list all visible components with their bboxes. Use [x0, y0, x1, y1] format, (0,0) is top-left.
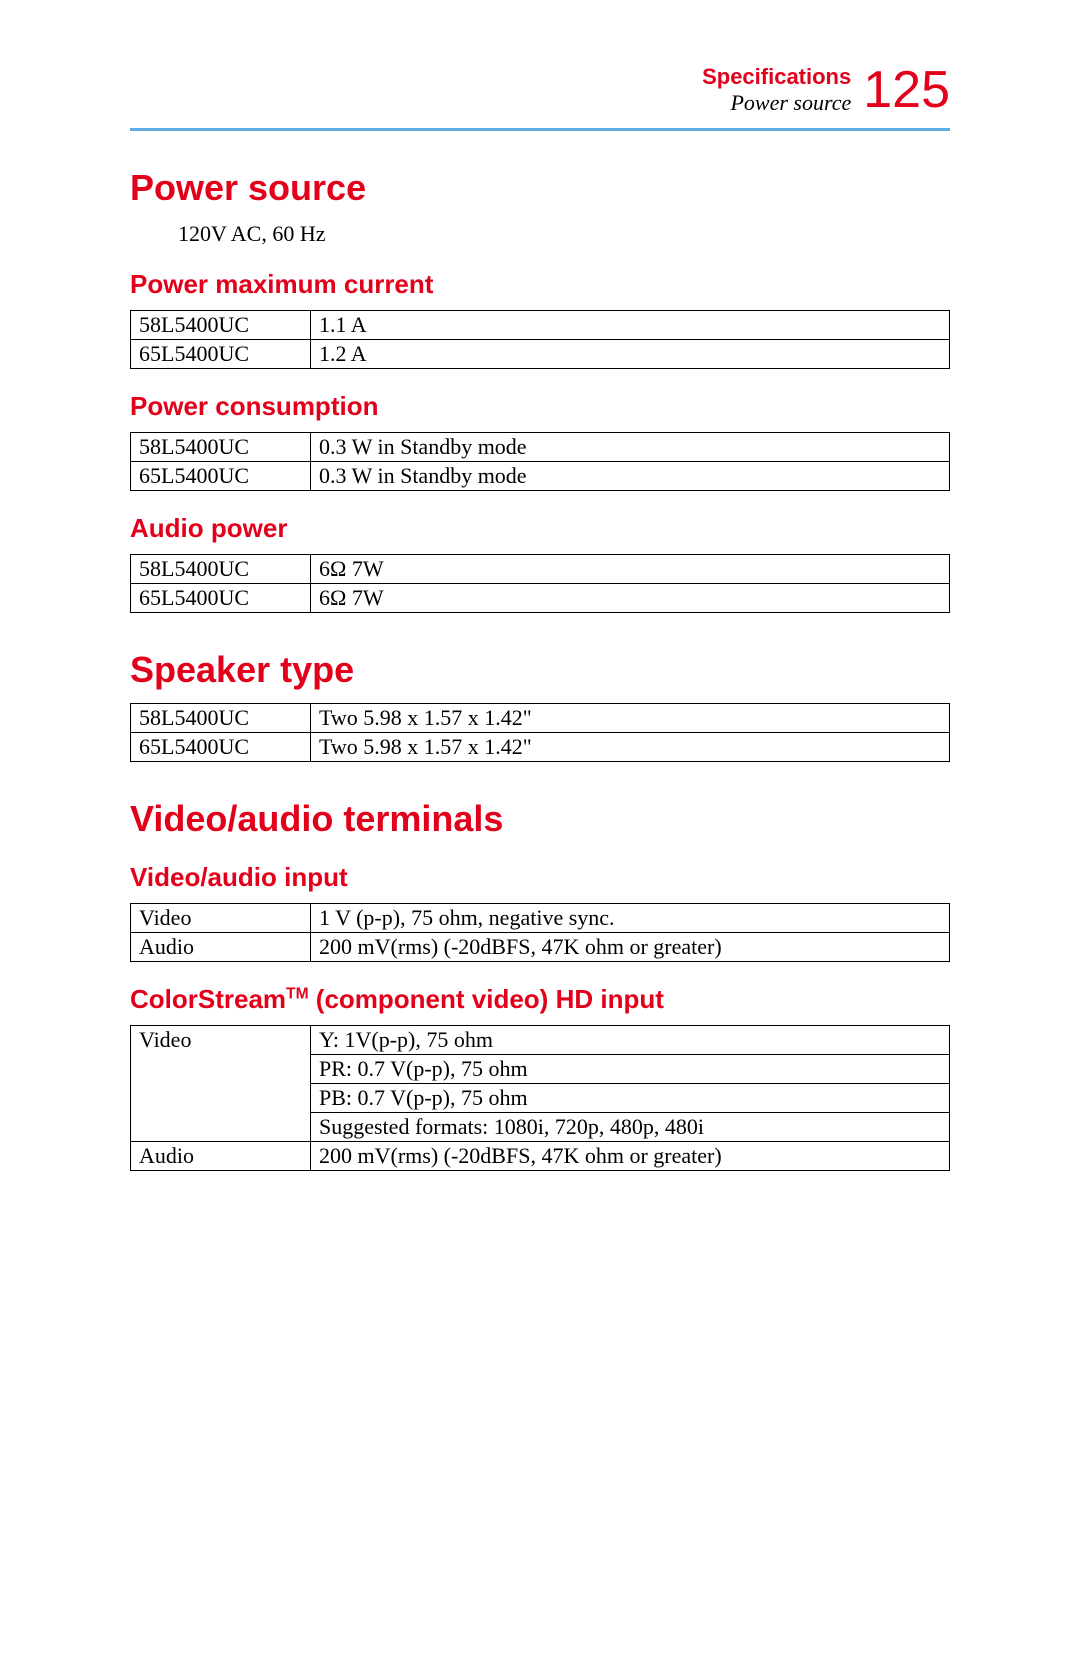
table-row: Video 1 V (p-p), 75 ohm, negative sync.: [131, 904, 950, 933]
heading-power-max-current: Power maximum current: [130, 269, 950, 300]
table-cell: 1 V (p-p), 75 ohm, negative sync.: [311, 904, 950, 933]
colorstream-title-pre: ColorStream: [130, 984, 286, 1014]
table-cell: Audio: [131, 1142, 311, 1171]
table-colorstream: Video Y: 1V(p-p), 75 ohm PR: 0.7 V(p-p),…: [130, 1025, 950, 1171]
table-cell: 65L5400UC: [131, 340, 311, 369]
table-cell: Audio: [131, 933, 311, 962]
table-row: 65L5400UC 6Ω 7W: [131, 584, 950, 613]
table-power-consumption: 58L5400UC 0.3 W in Standby mode 65L5400U…: [130, 432, 950, 491]
table-audio-power: 58L5400UC 6Ω 7W 65L5400UC 6Ω 7W: [130, 554, 950, 613]
heading-video-audio-input: Video/audio input: [130, 862, 950, 893]
table-cell: 65L5400UC: [131, 462, 311, 491]
table-cell: 6Ω 7W: [311, 555, 950, 584]
table-row: 65L5400UC 0.3 W in Standby mode: [131, 462, 950, 491]
table-cell: 200 mV(rms) (-20dBFS, 47K ohm or greater…: [311, 1142, 950, 1171]
table-cell: 65L5400UC: [131, 584, 311, 613]
table-row: Video Y: 1V(p-p), 75 ohm: [131, 1026, 950, 1055]
header-subtitle: Power source: [702, 90, 851, 116]
table-row: 65L5400UC 1.2 A: [131, 340, 950, 369]
colorstream-tm: TM: [286, 985, 309, 1002]
table-cell: 58L5400UC: [131, 433, 311, 462]
table-cell: 1.2 A: [311, 340, 950, 369]
table-cell: Y: 1V(p-p), 75 ohm: [311, 1026, 950, 1055]
heading-colorstream: ColorStreamTM (component video) HD input: [130, 984, 950, 1015]
table-cell: Two 5.98 x 1.57 x 1.42": [311, 733, 950, 762]
table-cell: 58L5400UC: [131, 311, 311, 340]
header-text-block: Specifications Power source: [702, 64, 851, 116]
heading-power-source: Power source: [130, 167, 950, 209]
table-cell: Video: [131, 1026, 311, 1142]
heading-speaker-type: Speaker type: [130, 649, 950, 691]
table-cell: 58L5400UC: [131, 704, 311, 733]
page-header: Specifications Power source 125: [130, 60, 950, 120]
table-row: Audio 200 mV(rms) (-20dBFS, 47K ohm or g…: [131, 933, 950, 962]
table-cell: 0.3 W in Standby mode: [311, 462, 950, 491]
table-speaker-type: 58L5400UC Two 5.98 x 1.57 x 1.42" 65L540…: [130, 703, 950, 762]
table-cell: Suggested formats: 1080i, 720p, 480p, 48…: [311, 1113, 950, 1142]
table-row: 58L5400UC 1.1 A: [131, 311, 950, 340]
table-row: 58L5400UC 0.3 W in Standby mode: [131, 433, 950, 462]
table-row: 58L5400UC 6Ω 7W: [131, 555, 950, 584]
power-source-value: 120V AC, 60 Hz: [178, 221, 950, 247]
table-row: Audio 200 mV(rms) (-20dBFS, 47K ohm or g…: [131, 1142, 950, 1171]
heading-power-consumption: Power consumption: [130, 391, 950, 422]
header-rule: [130, 128, 950, 131]
page-number: 125: [863, 60, 950, 120]
table-cell: PR: 0.7 V(p-p), 75 ohm: [311, 1055, 950, 1084]
table-cell: 1.1 A: [311, 311, 950, 340]
table-cell: Two 5.98 x 1.57 x 1.42": [311, 704, 950, 733]
table-cell: 200 mV(rms) (-20dBFS, 47K ohm or greater…: [311, 933, 950, 962]
heading-video-audio-terminals: Video/audio terminals: [130, 798, 950, 840]
table-cell: 58L5400UC: [131, 555, 311, 584]
heading-audio-power: Audio power: [130, 513, 950, 544]
table-cell: 6Ω 7W: [311, 584, 950, 613]
table-cell: 65L5400UC: [131, 733, 311, 762]
header-section-label: Specifications: [702, 64, 851, 90]
table-power-max-current: 58L5400UC 1.1 A 65L5400UC 1.2 A: [130, 310, 950, 369]
table-video-audio-input: Video 1 V (p-p), 75 ohm, negative sync. …: [130, 903, 950, 962]
table-cell: 0.3 W in Standby mode: [311, 433, 950, 462]
table-row: 65L5400UC Two 5.98 x 1.57 x 1.42": [131, 733, 950, 762]
table-cell: PB: 0.7 V(p-p), 75 ohm: [311, 1084, 950, 1113]
table-cell: Video: [131, 904, 311, 933]
colorstream-title-post: (component video) HD input: [309, 984, 664, 1014]
table-row: 58L5400UC Two 5.98 x 1.57 x 1.42": [131, 704, 950, 733]
